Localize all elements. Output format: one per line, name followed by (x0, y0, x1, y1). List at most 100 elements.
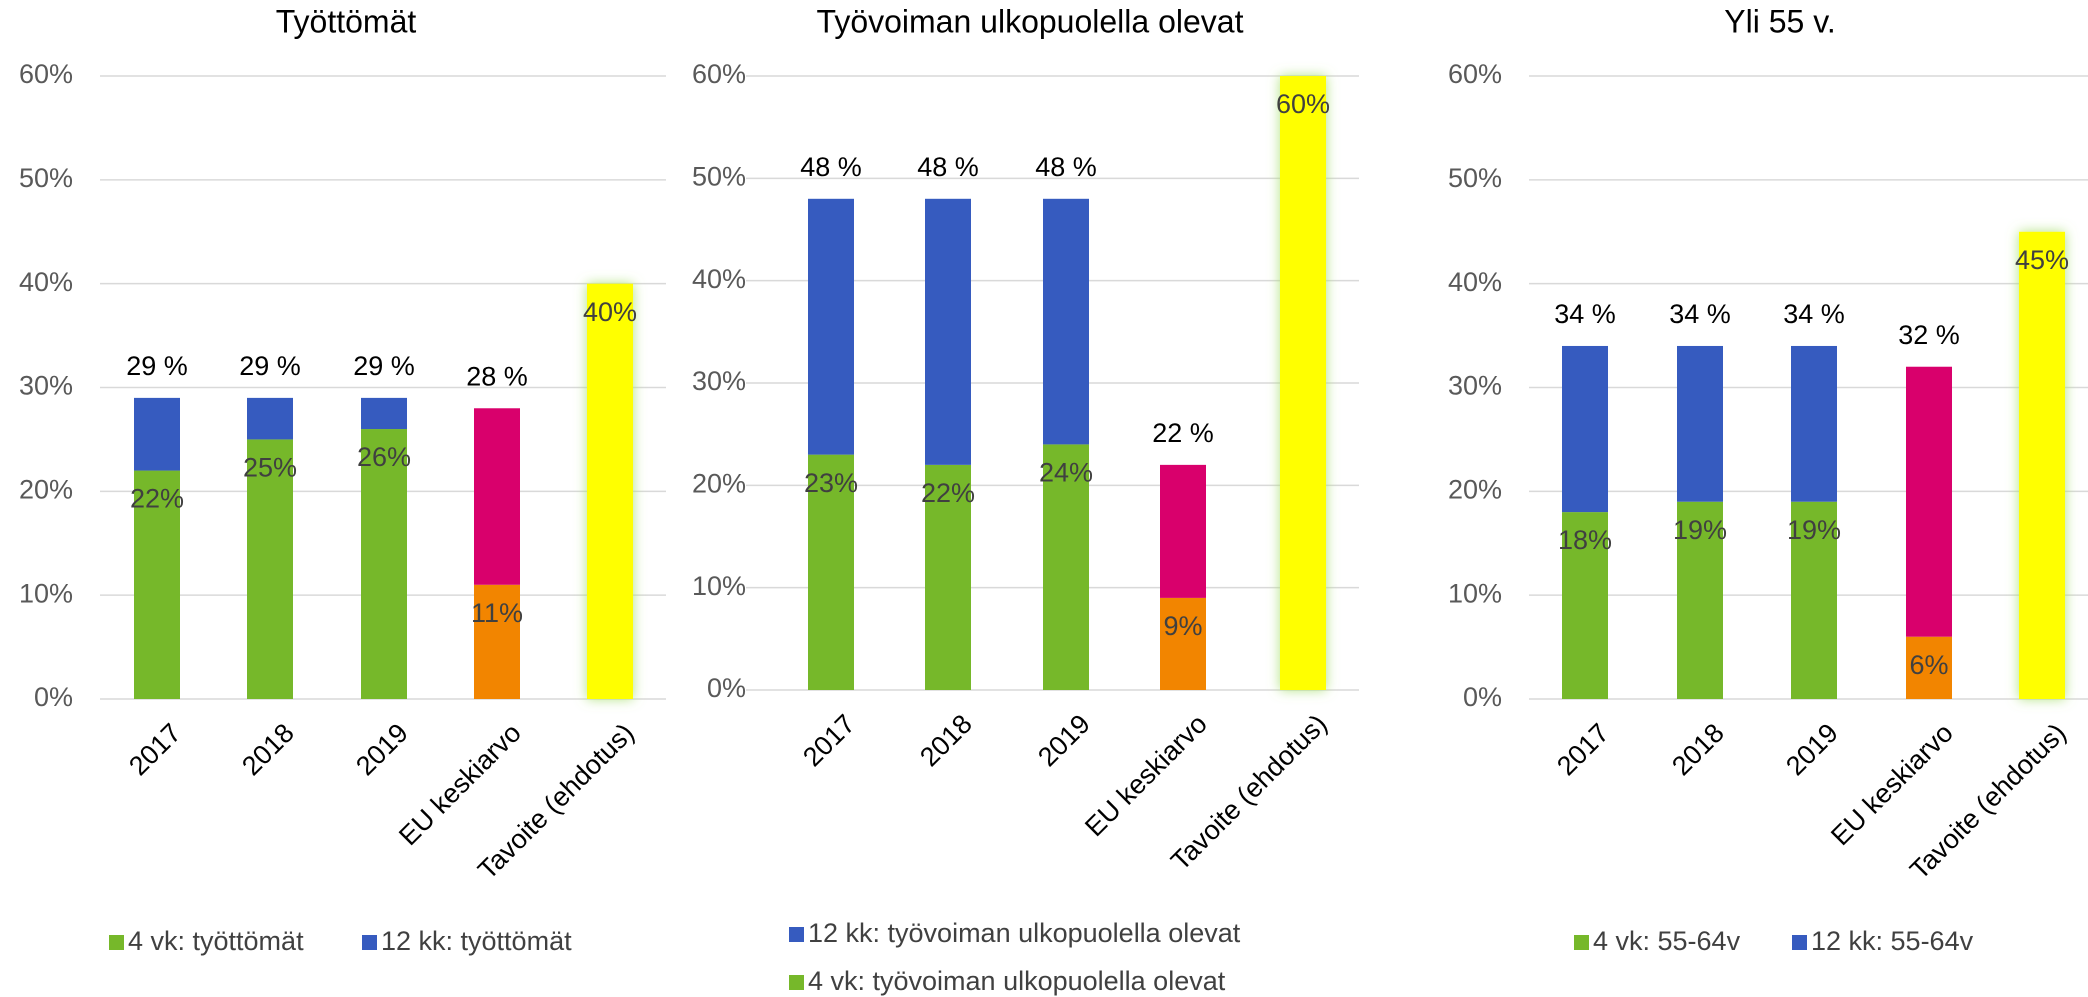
total-label: 34 % (1783, 299, 1845, 329)
x-tick-label: 2018 (914, 709, 978, 773)
legend-label: 12 kk: työttömät (381, 926, 572, 956)
legend-swatch (1792, 935, 1807, 950)
bar-segment (247, 439, 293, 699)
y-tick-label: 30% (1448, 371, 1502, 401)
y-tick-label: 50% (1448, 163, 1502, 193)
total-label: 48 % (800, 152, 862, 182)
bar-segment (2019, 231, 2065, 699)
x-tick-label: EU keskiarvo (1079, 709, 1213, 843)
data-label: 45% (2015, 245, 2069, 275)
chart-title: Yli 55 v. (1724, 3, 1835, 39)
bar-segment (1043, 198, 1089, 445)
total-label: 32 % (1898, 320, 1960, 350)
x-tick-label: 2019 (350, 718, 414, 782)
x-tick-label: 2018 (236, 718, 300, 782)
bar-segment (925, 198, 971, 465)
total-label: 28 % (466, 361, 528, 391)
bar-segment (587, 283, 633, 699)
chart-title: Työvoiman ulkopuolella olevat (817, 3, 1244, 39)
legend-swatch (109, 935, 124, 950)
legend-swatch (1574, 935, 1589, 950)
legend-label: 12 kk: 55-64v (1811, 926, 1974, 956)
legend-swatch (789, 927, 804, 942)
bar-segment (247, 397, 293, 440)
y-tick-label: 60% (1448, 59, 1502, 89)
legend-label: 4 vk: 55-64v (1593, 926, 1741, 956)
y-tick-label: 10% (1448, 578, 1502, 608)
y-tick-label: 50% (19, 163, 73, 193)
y-tick-label: 30% (19, 371, 73, 401)
y-tick-label: 60% (19, 59, 73, 89)
total-label: 48 % (917, 152, 979, 182)
x-tick-label: 2017 (123, 718, 187, 782)
total-label: 22 % (1152, 418, 1214, 448)
y-tick-label: 0% (34, 682, 73, 712)
chart-title: Työttömät (276, 3, 417, 39)
y-tick-label: 20% (19, 474, 73, 504)
data-label: 19% (1787, 515, 1841, 545)
bar-segment (1677, 501, 1723, 699)
bar-segment (808, 198, 854, 455)
data-label: 23% (804, 468, 858, 498)
data-label: 19% (1673, 515, 1727, 545)
data-label: 40% (583, 297, 637, 327)
bar-segment (1791, 501, 1837, 699)
data-label: 22% (921, 478, 975, 508)
total-label: 34 % (1554, 299, 1616, 329)
y-tick-label: 10% (692, 571, 746, 601)
total-label: 29 % (353, 351, 415, 381)
y-tick-label: 10% (19, 578, 73, 608)
y-tick-label: 40% (19, 267, 73, 297)
y-tick-label: 20% (1448, 474, 1502, 504)
data-label: 24% (1039, 458, 1093, 488)
bar-segment (1043, 444, 1089, 690)
bar-segment (134, 397, 180, 471)
bar-segment (474, 584, 520, 699)
data-label: 22% (130, 484, 184, 514)
y-tick-label: 50% (692, 161, 746, 191)
data-label: 6% (1909, 650, 1948, 680)
bar-segment (1791, 345, 1837, 502)
y-tick-label: 40% (1448, 267, 1502, 297)
bar-segment (134, 470, 180, 699)
data-label: 9% (1163, 611, 1202, 641)
bar-segment (1160, 464, 1206, 598)
bar-segment (1160, 597, 1206, 690)
total-label: 29 % (126, 351, 188, 381)
y-tick-label: 0% (1463, 682, 1502, 712)
bar-segment (361, 429, 407, 699)
bar-segment (1677, 345, 1723, 502)
bar-segment (361, 397, 407, 430)
bar-segment (474, 408, 520, 585)
x-tick-label: 2019 (1780, 718, 1844, 782)
x-tick-label: 2017 (797, 709, 861, 773)
y-tick-label: 40% (692, 264, 746, 294)
total-label: 29 % (239, 351, 301, 381)
data-label: 60% (1276, 89, 1330, 119)
bar-segment (1906, 636, 1952, 699)
y-tick-label: 0% (707, 673, 746, 703)
y-tick-label: 20% (692, 468, 746, 498)
data-label: 18% (1558, 525, 1612, 555)
bar-segment (1562, 345, 1608, 513)
bar-segment (1280, 76, 1326, 690)
total-label: 34 % (1669, 299, 1731, 329)
x-tick-label: 2019 (1032, 709, 1096, 773)
legend-label: 12 kk: työvoiman ulkopuolella olevat (808, 918, 1241, 948)
legend-swatch (789, 975, 804, 990)
data-label: 11% (471, 598, 523, 628)
bar-segment (925, 464, 971, 690)
total-label: 48 % (1035, 152, 1097, 182)
x-tick-label: 2018 (1666, 718, 1730, 782)
bar-segment (808, 454, 854, 690)
y-tick-label: 60% (692, 59, 746, 89)
bar-segment (1562, 512, 1608, 699)
data-label: 25% (243, 453, 297, 483)
x-tick-label: 2017 (1551, 718, 1615, 782)
legend-swatch (362, 935, 377, 950)
legend-label: 4 vk: työttömät (128, 926, 304, 956)
bar-segment (1906, 366, 1952, 637)
legend-label: 4 vk: työvoiman ulkopuolella olevat (808, 966, 1226, 996)
data-label: 26% (357, 442, 411, 472)
